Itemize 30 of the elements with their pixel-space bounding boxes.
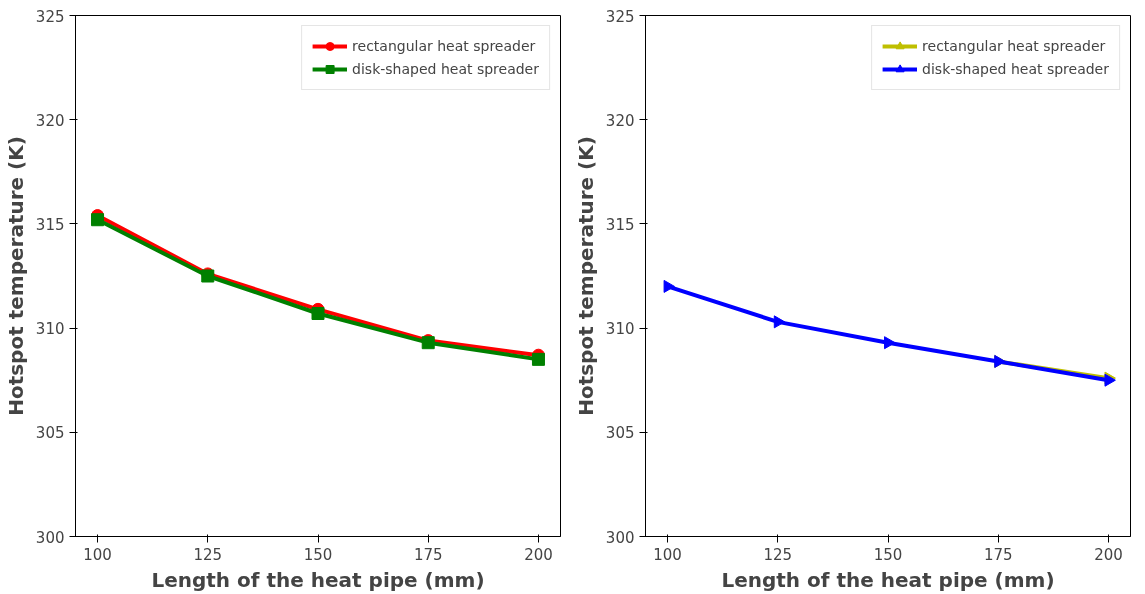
y-tick-label: 320 <box>605 111 635 130</box>
legend-label: rectangular heat spreader <box>922 38 1106 54</box>
x-axis-title: Length of the heat pipe (mm) <box>151 567 485 592</box>
x-tick-label: 150 <box>303 545 333 564</box>
y-tick-label: 305 <box>605 424 635 443</box>
y-axis-title: Hotspot temperature (K) <box>573 136 598 416</box>
y-tick-label: 305 <box>35 424 65 443</box>
y-tick-label: 320 <box>35 111 65 130</box>
x-tick-label: 100 <box>653 545 682 564</box>
legend-label: disk-shaped heat spreader <box>922 61 1109 77</box>
x-tick-label: 150 <box>873 545 903 564</box>
y-tick-label: 310 <box>35 320 65 339</box>
x-tick-label: 200 <box>1094 545 1123 564</box>
y-tick-label: 310 <box>605 320 635 339</box>
legend-label: rectangular heat spreader <box>352 38 536 54</box>
x-tick-label: 100 <box>83 545 112 564</box>
x-tick-label: 175 <box>413 545 443 564</box>
x-tick-label: 125 <box>193 545 223 564</box>
x-tick-label: 125 <box>763 545 793 564</box>
legend-label: disk-shaped heat spreader <box>352 61 539 77</box>
y-axis-title: Hotspot temperature (K) <box>3 136 28 416</box>
y-tick-label: 315 <box>605 215 635 234</box>
x-tick-label: 200 <box>524 545 553 564</box>
x-axis-title: Length of the heat pipe (mm) <box>721 567 1055 592</box>
y-tick-label: 325 <box>605 7 635 26</box>
y-tick-label: 315 <box>35 215 65 234</box>
y-tick-label: 300 <box>605 528 635 547</box>
x-tick-label: 175 <box>983 545 1013 564</box>
y-tick-label: 325 <box>35 7 65 26</box>
y-tick-label: 300 <box>35 528 65 547</box>
